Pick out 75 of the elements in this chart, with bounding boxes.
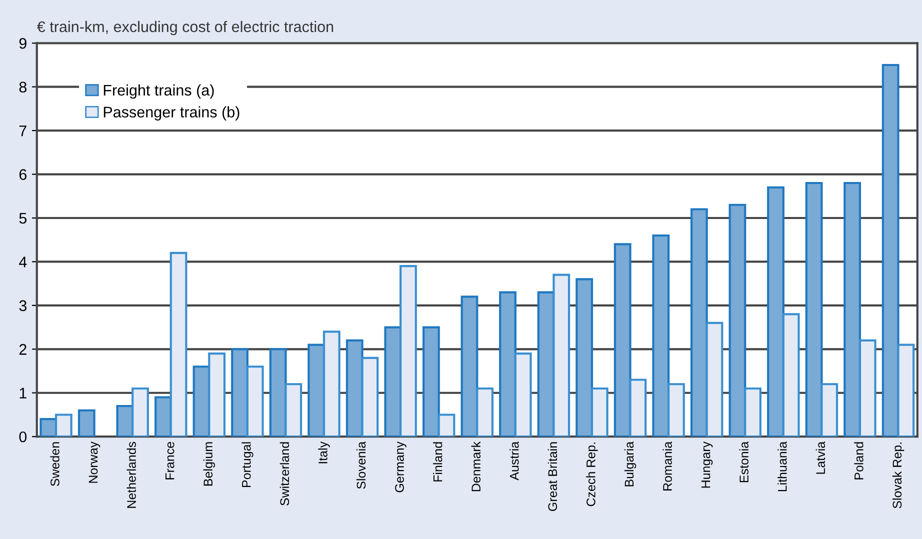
bar	[590, 387, 608, 437]
x-tick-label: Slovak Rep.	[892, 442, 904, 508]
bar	[767, 186, 784, 437]
x-tick-label: Denmark	[471, 441, 480, 492]
chart-title: € train-km, excluding cost of electric traction	[37, 20, 334, 36]
x-tick-label: Slovenia	[356, 441, 366, 489]
bar	[668, 383, 685, 437]
bar	[54, 414, 72, 437]
y-tick-label: 7	[19, 126, 26, 136]
bar	[576, 278, 594, 437]
bar	[246, 366, 264, 437]
bar	[132, 387, 149, 437]
bar	[706, 322, 724, 437]
bar	[614, 243, 632, 437]
x-tick-label: Finland	[433, 442, 442, 482]
bar	[844, 182, 862, 437]
bar	[154, 396, 172, 437]
bar	[552, 274, 570, 437]
y-tick-label: 6	[19, 169, 26, 180]
bar	[476, 387, 494, 437]
y-tick-label: 9	[19, 38, 26, 49]
bar	[782, 313, 800, 437]
bar	[78, 409, 96, 437]
legend-label: Passenger trains (b)	[104, 106, 240, 121]
bar	[322, 330, 340, 437]
y-tick-label: 8	[19, 82, 26, 93]
y-tick-label: 5	[19, 213, 27, 224]
bar	[422, 326, 440, 437]
x-tick-label: Austria	[510, 441, 519, 480]
x-tick-label: Portugal	[242, 442, 254, 487]
y-tick-label: 1	[20, 388, 26, 398]
bar	[499, 291, 516, 437]
bar	[805, 182, 823, 437]
y-tick-label: 2	[19, 344, 26, 355]
legend-label: Freight trains (a)	[104, 84, 214, 99]
x-tick-label: France	[166, 442, 174, 480]
x-tick-label: Hungary	[701, 441, 713, 488]
bar	[629, 378, 647, 437]
x-tick-label: Italy	[318, 441, 330, 464]
bar	[690, 208, 708, 437]
bar	[514, 352, 532, 437]
x-tick-label: Poland	[854, 442, 864, 480]
bar	[284, 383, 302, 437]
y-tick-label: 0	[19, 431, 27, 442]
x-tick-label: Great Britain	[548, 442, 558, 511]
bar	[820, 383, 838, 437]
bar	[400, 265, 417, 437]
bar	[858, 339, 876, 437]
bar	[208, 352, 226, 437]
bar	[744, 387, 762, 437]
y-tick-label: 3	[19, 300, 26, 312]
bar	[269, 348, 287, 437]
bar	[897, 344, 915, 437]
y-tick-label: 4	[19, 256, 27, 268]
x-tick-label: Estonia	[739, 441, 748, 482]
x-tick-label: Norway	[88, 441, 100, 483]
x-tick-label: Switzerland	[280, 442, 290, 506]
x-tick-label: Latvia	[816, 441, 826, 474]
bar	[170, 252, 188, 437]
bar	[438, 414, 456, 437]
x-tick-label: Czech Rep.	[586, 442, 598, 506]
x-tick-label: Sweden	[50, 442, 60, 486]
x-tick-label: Netherlands	[126, 442, 136, 508]
bar	[361, 356, 379, 437]
bar	[460, 296, 478, 437]
x-tick-label: Belgium	[203, 442, 215, 486]
x-tick-label: Bulgaria	[624, 441, 636, 486]
bar	[40, 418, 58, 437]
bar	[652, 234, 670, 437]
x-tick-label: Lithuania	[778, 441, 787, 492]
x-tick-label: Romania	[662, 441, 672, 490]
bar	[882, 64, 900, 437]
x-tick-label: Germany	[395, 441, 406, 492]
bar	[728, 204, 746, 437]
bar	[231, 348, 248, 437]
